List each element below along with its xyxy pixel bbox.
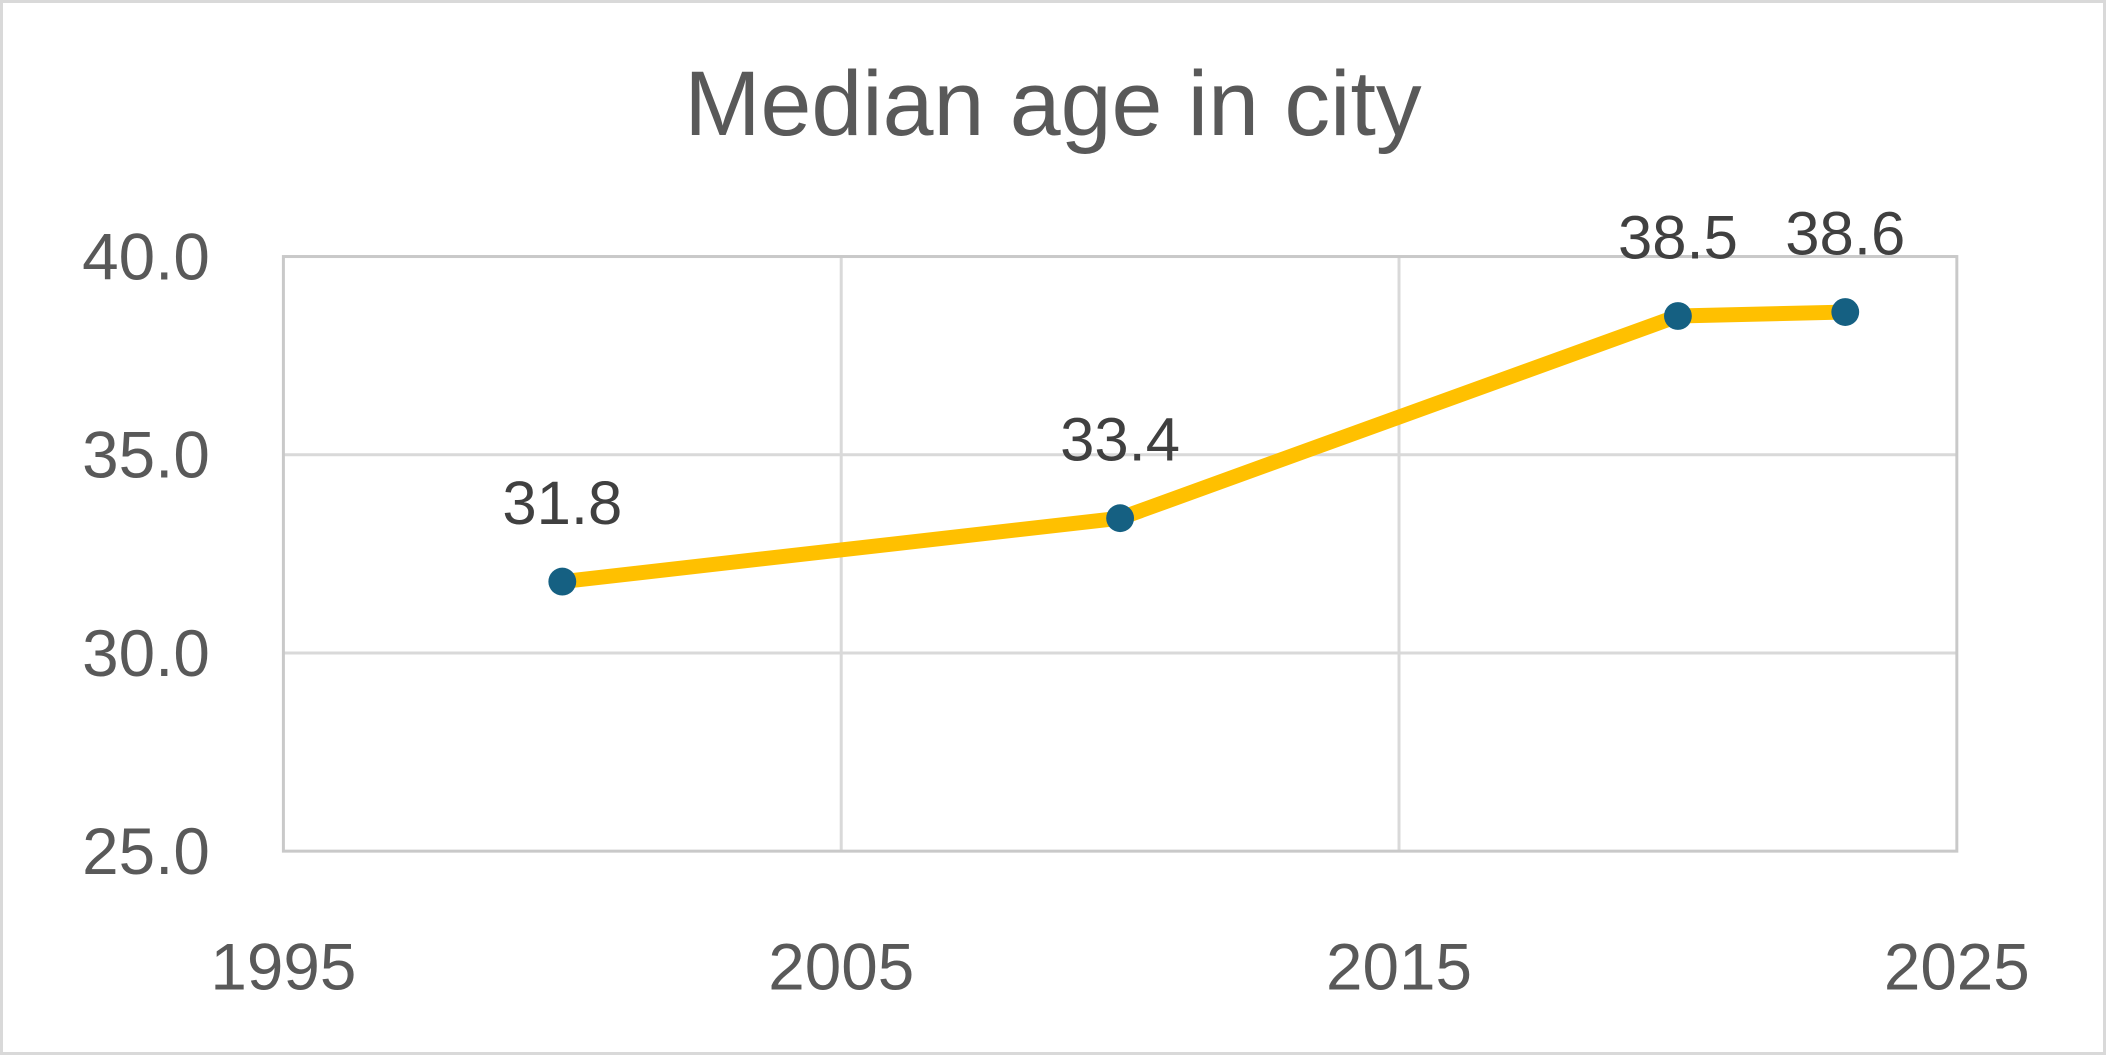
gridlines-group: [281, 255, 1959, 853]
series-line: [554, 304, 1853, 590]
y-tick-label: 40.0: [82, 220, 210, 293]
x-tick-label: 2005: [768, 930, 914, 1003]
chart-title: Median age in city: [684, 53, 1422, 155]
x-tick-label: 1995: [210, 930, 356, 1003]
data-label: 38.6: [1785, 199, 1905, 268]
data-point-marker: [1664, 302, 1692, 330]
data-label: 38.5: [1618, 203, 1738, 272]
data-label: 31.8: [502, 469, 622, 538]
data-point-marker: [548, 567, 577, 596]
data-point-marker: [1106, 504, 1135, 533]
x-tick-label: 2025: [1884, 930, 2030, 1003]
data-label: 33.4: [1060, 406, 1180, 475]
data-point-marker: [1831, 298, 1860, 326]
series-group: [548, 298, 1860, 596]
x-tick-label: 2015: [1326, 930, 1472, 1003]
y-tick-label: 35.0: [82, 419, 210, 492]
y-tick-label: 30.0: [82, 617, 210, 690]
y-tick-label: 25.0: [82, 815, 210, 888]
plot-border: [281, 255, 1959, 853]
